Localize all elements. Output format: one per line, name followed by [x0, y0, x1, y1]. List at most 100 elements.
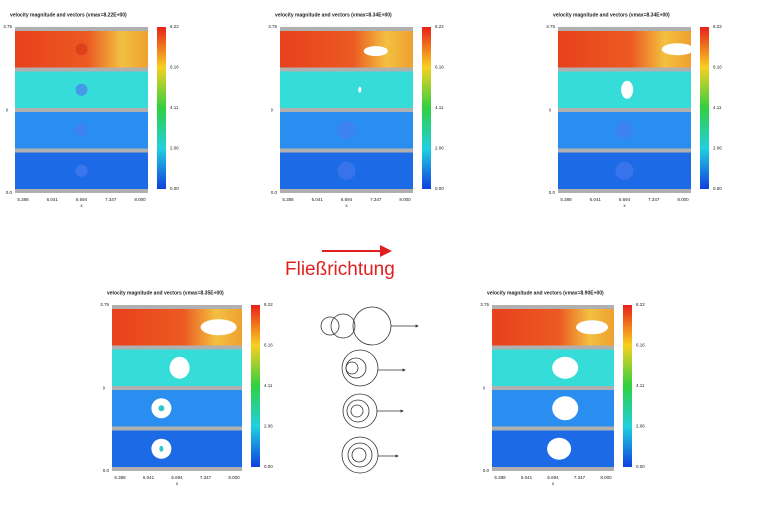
caption: Fließrichtung [285, 259, 395, 280]
bubble [170, 357, 190, 379]
y-tick-label: 3.75 [268, 24, 277, 29]
x-axis-label: x [80, 203, 83, 208]
panel-title: velocity magnitude and vectors (vmax=8.2… [10, 12, 127, 18]
bubble-wake [338, 162, 356, 180]
colorbar-tick-label: 2.06 [264, 424, 273, 429]
colorbar-tick-label: 2.06 [170, 146, 179, 151]
x-tick-label: 5.388 [114, 475, 126, 480]
y-tick-label: 3.75 [546, 24, 555, 29]
colorbar-tick-label: 4.11 [170, 105, 179, 110]
x-tick-label: 8.000 [228, 475, 240, 480]
x-axis-label: x [176, 481, 179, 486]
colorbar-tick-label: 0.00 [264, 464, 273, 469]
colorbar-tick-label: 4.11 [636, 383, 645, 388]
bubble [552, 396, 578, 420]
bubble [76, 165, 88, 177]
x-tick-label: 8.000 [600, 475, 612, 480]
bubble [552, 357, 578, 379]
panel-title: velocity magnitude and vectors (vmax=8.9… [487, 290, 604, 296]
bubble-wake [338, 121, 356, 139]
colorbar-tick-label: 6.16 [713, 65, 722, 70]
bubble [358, 87, 361, 93]
colorbar-tick-label: 4.11 [264, 383, 273, 388]
x-tick-label: 6.694 [171, 475, 183, 480]
colorbar-tick-label: 4.11 [435, 105, 444, 110]
colorbar-tick-label: 0.00 [636, 464, 645, 469]
colorbar-tick-label: 4.11 [713, 105, 722, 110]
x-tick-label: 5.388 [560, 197, 572, 202]
x-axis-label: x [345, 203, 348, 208]
colorbar-tick-label: 6.16 [636, 343, 645, 348]
flow-channel [280, 72, 413, 109]
bubble [576, 320, 608, 334]
bubble-core [158, 405, 164, 411]
colorbar [623, 305, 632, 467]
x-tick-label: 6.041 [143, 475, 155, 480]
bubble [76, 124, 88, 136]
colorbar-tick-label: 2.06 [435, 146, 444, 151]
colorbar-tick-label: 0.00 [170, 186, 179, 191]
x-tick-label: 7.347 [105, 197, 117, 202]
bubble [76, 43, 88, 55]
colorbar [251, 305, 260, 467]
flow-channel [280, 31, 413, 68]
flow-channel [112, 431, 242, 468]
colorbar-tick-label: 2.06 [636, 424, 645, 429]
y-tick-label: 0.0 [271, 190, 278, 195]
y-tick-label: 3.75 [100, 302, 109, 307]
bubble-core [159, 446, 163, 452]
figure: Fließrichtung velocity magnitude and vec… [0, 0, 767, 509]
x-tick-label: 7.347 [200, 475, 212, 480]
bubble [76, 84, 88, 96]
flow-channel [112, 390, 242, 427]
colorbar-tick-label: 8.22 [636, 302, 645, 307]
y-axis-label: y [6, 107, 9, 112]
colorbar-tick-label: 2.06 [713, 146, 722, 151]
colorbar [422, 27, 431, 189]
x-tick-label: 5.388 [494, 475, 506, 480]
y-tick-label: 3.75 [3, 24, 12, 29]
bubble [547, 438, 571, 460]
x-axis-label: x [552, 481, 555, 486]
panel-title: velocity magnitude and vectors (vmax=8.3… [275, 12, 392, 18]
x-tick-label: 7.347 [574, 475, 586, 480]
x-tick-label: 7.347 [648, 197, 660, 202]
x-tick-label: 8.000 [399, 197, 411, 202]
panel-title: velocity magnitude and vectors (vmax=8.3… [107, 290, 224, 296]
colorbar-tick-label: 0.00 [435, 186, 444, 191]
x-tick-label: 6.694 [619, 197, 631, 202]
x-tick-label: 6.694 [547, 475, 559, 480]
x-tick-label: 6.041 [521, 475, 533, 480]
x-tick-label: 8.000 [677, 197, 689, 202]
x-tick-label: 5.388 [17, 197, 29, 202]
bubble [201, 319, 237, 335]
bubble [621, 81, 633, 99]
panel-title: velocity magnitude and vectors (vmax=8.3… [553, 12, 670, 18]
x-tick-label: 5.388 [282, 197, 294, 202]
y-axis-label: y [549, 107, 552, 112]
x-tick-label: 6.694 [76, 197, 88, 202]
x-tick-label: 8.000 [134, 197, 146, 202]
colorbar-tick-label: 6.16 [170, 65, 179, 70]
y-tick-label: 0.0 [6, 190, 13, 195]
colorbar-tick-label: 8.22 [435, 24, 444, 29]
y-tick-label: 0.0 [483, 468, 490, 473]
colorbar-tick-label: 6.16 [264, 343, 273, 348]
y-tick-label: 3.75 [480, 302, 489, 307]
x-tick-label: 6.041 [590, 197, 602, 202]
y-tick-label: 0.0 [549, 190, 556, 195]
colorbar-tick-label: 8.22 [170, 24, 179, 29]
x-tick-label: 7.347 [370, 197, 382, 202]
y-axis-label: y [483, 385, 486, 390]
y-axis-label: y [271, 107, 274, 112]
y-axis-label: y [103, 385, 106, 390]
bubble [662, 43, 694, 55]
colorbar [157, 27, 166, 189]
colorbar [700, 27, 709, 189]
x-tick-label: 6.041 [47, 197, 59, 202]
bubble-wake [616, 162, 634, 180]
x-tick-label: 6.694 [341, 197, 353, 202]
colorbar-tick-label: 8.22 [713, 24, 722, 29]
x-axis-label: x [623, 203, 626, 208]
x-tick-label: 6.041 [312, 197, 324, 202]
